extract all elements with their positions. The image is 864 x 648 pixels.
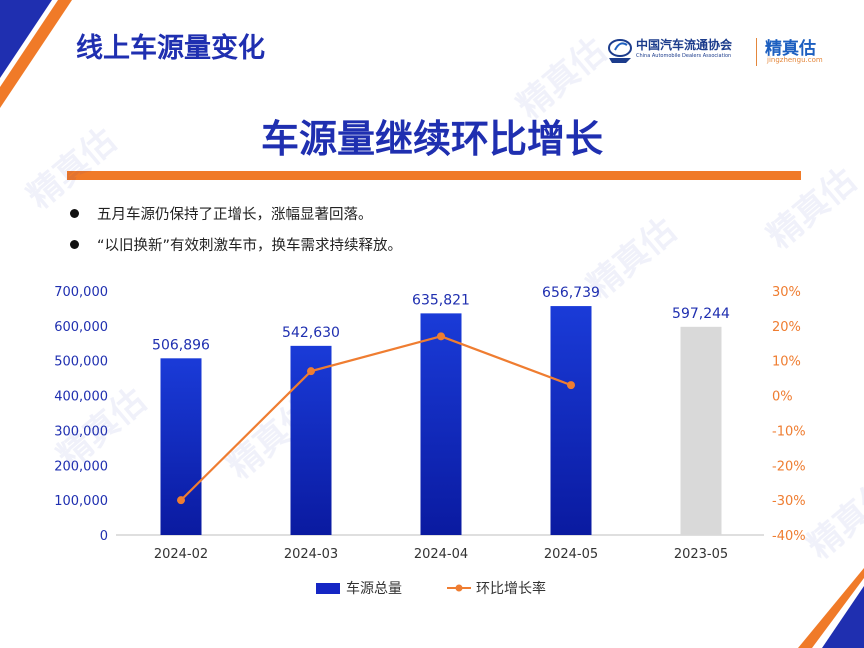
logo-divider — [756, 38, 757, 66]
jzg-logo-url: jingzhengu.com — [767, 56, 823, 64]
cada-logo-subtext: China Automobile Dealers Association — [636, 53, 732, 59]
right-axis-tick-label: 0% — [772, 390, 793, 405]
x-axis-tick-label: 2024-03 — [284, 547, 338, 562]
left-axis-tick-label: 600,000 — [54, 320, 108, 335]
watermark-text: 精真估 — [760, 161, 864, 257]
left-axis-tick-label: 0 — [100, 529, 108, 544]
x-axis-tick-label: 2024-04 — [414, 547, 468, 562]
corner-decoration-bottom-right — [798, 568, 864, 648]
watermark-text: 精真估 — [20, 121, 124, 217]
cada-logo-icon — [608, 39, 632, 63]
bar-data-label: 506,896 — [152, 337, 210, 353]
right-axis-tick-label: -10% — [772, 424, 806, 439]
legend-bar-label: 车源总量 — [346, 581, 402, 597]
right-axis-tick-label: -20% — [772, 459, 806, 474]
headline-underline — [67, 171, 801, 180]
bar-data-labels: 506,896 542,630 635,821 656,739 597,244 — [152, 285, 730, 353]
left-axis-tick-label: 500,000 — [54, 355, 108, 370]
left-axis-tick-label: 100,000 — [54, 494, 108, 509]
legend-item-line: 环比增长率 — [446, 578, 546, 598]
legend-line-label: 环比增长率 — [476, 581, 546, 597]
left-axis-tick-label: 300,000 — [54, 424, 108, 439]
headline: 车源量继续环比增长 — [260, 117, 603, 161]
left-axis-tick-label: 400,000 — [54, 390, 108, 405]
bar — [680, 326, 722, 535]
bar — [290, 345, 332, 535]
x-axis-tick-label: 2024-02 — [154, 547, 208, 562]
bar — [420, 313, 462, 535]
right-axis-tick-label: 10% — [772, 355, 801, 370]
line-point — [307, 367, 315, 376]
bullet-item-1: 五月车源仍保持了正增长，涨幅显著回落。 — [70, 203, 373, 224]
x-axis-tick-label: 2023-05 — [674, 547, 728, 562]
line-point — [567, 381, 575, 390]
line-point — [437, 332, 445, 341]
left-axis: 0 100,000 200,000 300,000 400,000 500,000 600,… — [54, 285, 108, 544]
line-series — [177, 332, 575, 505]
right-axis-tick-label: 30% — [772, 285, 801, 300]
legend-item-bar: 车源总量 — [316, 578, 402, 598]
right-axis-tick-label: -30% — [772, 494, 806, 509]
corner-decoration-top-left — [0, 0, 72, 108]
right-axis-tick-label: -40% — [772, 529, 806, 544]
bullet-dot-icon — [70, 239, 79, 249]
jzg-logo-text: 精真估 — [765, 39, 816, 59]
watermark-text: 精真估 — [800, 471, 864, 567]
legend-bar-swatch — [316, 582, 340, 594]
slide-title: 线上车源量变化 — [76, 33, 265, 64]
bar-data-label: 656,739 — [542, 285, 600, 301]
logo-area: 中国汽车流通协会 China Automobile Dealers Associ… — [606, 36, 846, 70]
left-axis-tick-label: 200,000 — [54, 459, 108, 474]
bar — [550, 306, 592, 535]
bullet-text-1: 五月车源仍保持了正增长，涨幅显著回落。 — [97, 207, 373, 223]
bullet-dot-icon — [70, 208, 79, 218]
bar-data-label: 542,630 — [282, 325, 340, 341]
bullet-item-2: “以旧换新”有效刺激车市，换车需求持续释放。 — [70, 234, 402, 255]
line-point — [177, 496, 185, 505]
x-axis-tick-label: 2024-05 — [544, 547, 598, 562]
bar-series — [160, 306, 722, 535]
left-axis-tick-label: 700,000 — [54, 285, 108, 300]
bar-data-label: 597,244 — [672, 306, 730, 322]
line-series-path — [180, 335, 572, 501]
right-axis-tick-label: 20% — [772, 320, 801, 335]
legend-line-swatch — [447, 584, 471, 592]
x-axis: 2024-02 2024-03 2024-04 2024-05 2023-05 — [154, 547, 728, 562]
right-axis: -40% -30% -20% -10% 0% 10% 20% 30% — [772, 285, 806, 544]
watermark-text: 精真估 — [510, 31, 614, 127]
bullet-text-2: “以旧换新”有效刺激车市，换车需求持续释放。 — [97, 238, 403, 254]
bar-data-label: 635,821 — [412, 292, 470, 308]
bar — [160, 358, 202, 535]
cada-logo-text: 中国汽车流通协会 — [636, 38, 733, 52]
